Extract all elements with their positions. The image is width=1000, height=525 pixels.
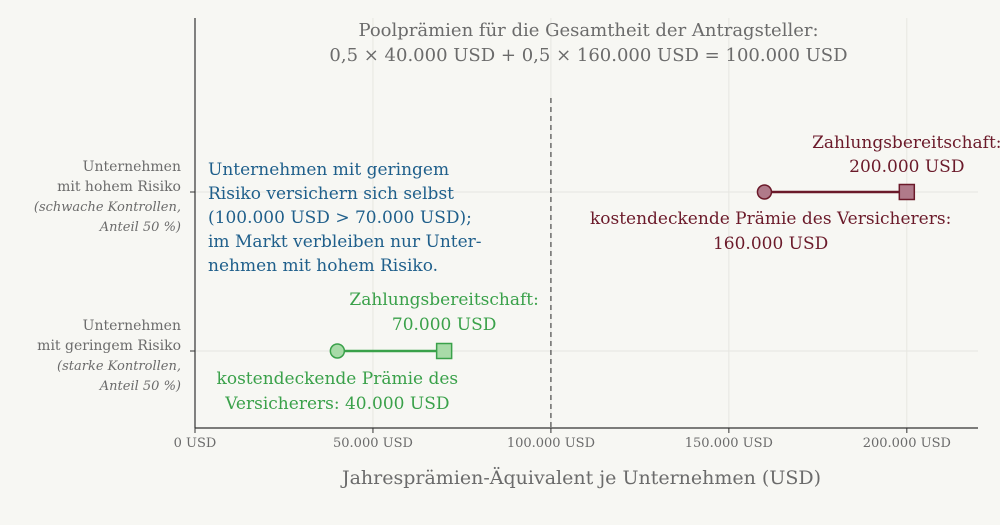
x-axis-label: Jahresprämien-Äquivalent je Unternehmen … bbox=[340, 466, 821, 489]
y-tick-label-high-0: Unternehmen bbox=[83, 159, 181, 175]
annotation-high-wtp-line-1: Zahlungsbereitschaft: bbox=[812, 133, 1000, 153]
annotation-selection-line-1: Unternehmen mit geringem bbox=[208, 160, 449, 180]
x-tick-label-4: 200.000 USD bbox=[863, 436, 951, 451]
x-tick-label-2: 100.000 USD bbox=[507, 436, 595, 451]
annotation-selection-line-5: nehmen mit hohem Risiko. bbox=[208, 256, 438, 276]
cost-premium-point-high bbox=[756, 184, 773, 200]
y-tick-label-low-0: Unternehmen bbox=[83, 318, 181, 334]
x-ticks: 0 USD 50.000 USD 100.000 USD 150.000 USD 200… bbox=[174, 428, 951, 451]
annotation-selection-line-4: im Markt verbleiben nur Unter- bbox=[208, 232, 482, 252]
annotation-low-cost-line-1: kostendeckende Prämie des bbox=[217, 369, 459, 389]
y-tick-label-high-3: Anteil 50 %) bbox=[99, 220, 181, 235]
annotation-selection-line-3: (100.000 USD > 70.000 USD); bbox=[208, 208, 472, 228]
grid bbox=[195, 18, 978, 428]
annotation-high-cost-line-2: 160.000 USD bbox=[713, 234, 828, 254]
annotation-low-cost-line-2: Versicherers: 40.000 USD bbox=[224, 394, 449, 414]
willingness-point-low bbox=[435, 342, 453, 360]
chart-title-line-1: Poolprämien für die Gesamtheit der Antra… bbox=[358, 20, 818, 41]
y-tick-label-low-1: mit geringem Risiko bbox=[37, 338, 181, 354]
x-tick-label-0: 0 USD bbox=[174, 436, 217, 451]
x-tick-label-3: 150.000 USD bbox=[685, 436, 773, 451]
y-tick-label-high-1: mit hohem Risiko bbox=[57, 179, 181, 195]
cost-premium-point-low bbox=[329, 343, 346, 359]
willingness-point-high bbox=[898, 183, 916, 201]
chart-title-line-2: 0,5 × 40.000 USD + 0,5 × 160.000 USD = 1… bbox=[329, 45, 847, 66]
y-tick-label-high-2: (schwache Kontrollen, bbox=[34, 200, 181, 215]
annotation-low-wtp-line-1: Zahlungsbereitschaft: bbox=[349, 290, 538, 310]
annotation-selection-line-2: Risiko versichern sich selbst bbox=[208, 184, 454, 204]
x-tick-label-1: 50.000 USD bbox=[333, 436, 413, 451]
y-tick-label-low-3: Anteil 50 %) bbox=[99, 379, 181, 394]
y-tick-label-low-2: (starke Kontrollen, bbox=[57, 359, 181, 374]
annotation-high-cost-line-1: kostendeckende Prämie des Versicherers: bbox=[590, 209, 951, 229]
annotation-high-wtp-line-2: 200.000 USD bbox=[849, 157, 964, 177]
series-group bbox=[329, 183, 916, 360]
y-ticks: Unternehmen mit hohem Risiko (schwache Kon… bbox=[34, 159, 195, 394]
annotation-low-wtp-line-2: 70.000 USD bbox=[392, 315, 497, 335]
